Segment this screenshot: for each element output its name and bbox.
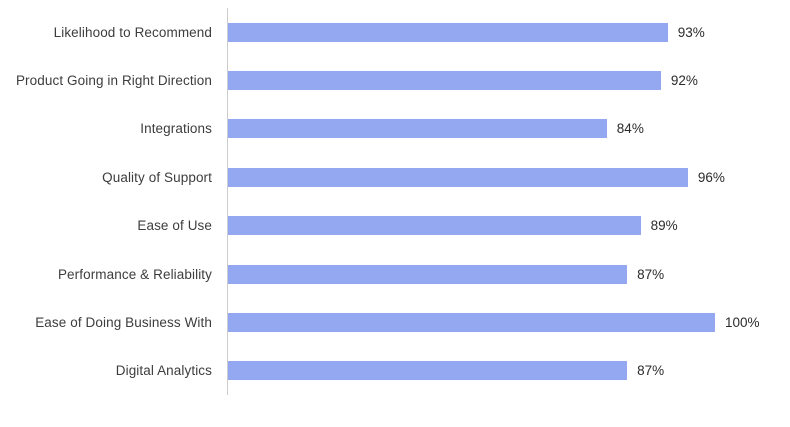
bar-area: 96% bbox=[228, 153, 790, 201]
bar-row: Ease of Use 89% bbox=[0, 202, 790, 250]
bar-area: 100% bbox=[228, 298, 790, 346]
value-label: 93% bbox=[677, 24, 705, 40]
category-label: Product Going in Right Direction bbox=[15, 73, 212, 89]
y-axis-line bbox=[227, 8, 228, 395]
bar-row: Integrations 84% bbox=[0, 105, 790, 153]
value-label: 89% bbox=[650, 218, 678, 234]
category-label: Ease of Use bbox=[137, 218, 212, 234]
bar-row: Likelihood to Recommend 93% bbox=[0, 8, 790, 56]
bar-area: 87% bbox=[228, 250, 790, 298]
category-label: Quality of Support bbox=[102, 169, 212, 185]
bar bbox=[228, 361, 628, 381]
bar-row: Product Going in Right Direction 92% bbox=[0, 56, 790, 104]
bar bbox=[228, 264, 628, 284]
bar-area: 84% bbox=[228, 105, 790, 153]
bar-row: Performance & Reliability 87% bbox=[0, 250, 790, 298]
bar-area: 89% bbox=[228, 202, 790, 250]
bar bbox=[228, 167, 688, 187]
bar bbox=[228, 22, 668, 42]
bar-row: Digital Analytics 87% bbox=[0, 347, 790, 395]
bar-row: Ease of Doing Business With 100% bbox=[0, 298, 790, 346]
bar-rows: Likelihood to Recommend 93% Product Going … bbox=[0, 8, 790, 395]
category-label: Digital Analytics bbox=[115, 363, 212, 379]
bar bbox=[228, 119, 607, 139]
bar bbox=[228, 216, 641, 236]
value-label: 100% bbox=[725, 315, 760, 331]
value-label: 87% bbox=[637, 266, 665, 282]
category-label: Integrations bbox=[140, 121, 212, 137]
category-label: Ease of Doing Business With bbox=[35, 315, 212, 331]
bar-area: 93% bbox=[228, 8, 790, 56]
bar-row: Quality of Support 96% bbox=[0, 153, 790, 201]
value-label: 84% bbox=[616, 121, 644, 137]
bar-area: 92% bbox=[228, 56, 790, 104]
category-label: Likelihood to Recommend bbox=[53, 24, 212, 40]
bar-area: 87% bbox=[228, 347, 790, 395]
value-label: 92% bbox=[670, 73, 698, 89]
value-label: 96% bbox=[697, 169, 725, 185]
category-label: Performance & Reliability bbox=[57, 266, 212, 282]
bar bbox=[228, 313, 715, 333]
bar bbox=[228, 71, 661, 91]
value-label: 87% bbox=[637, 363, 665, 379]
